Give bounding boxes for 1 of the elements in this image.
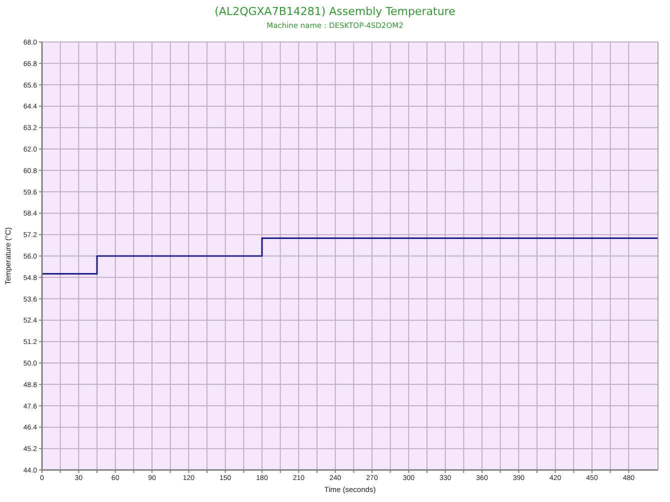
chart-title: (AL2QGXA7B14281) Assembly Temperature <box>214 5 456 18</box>
